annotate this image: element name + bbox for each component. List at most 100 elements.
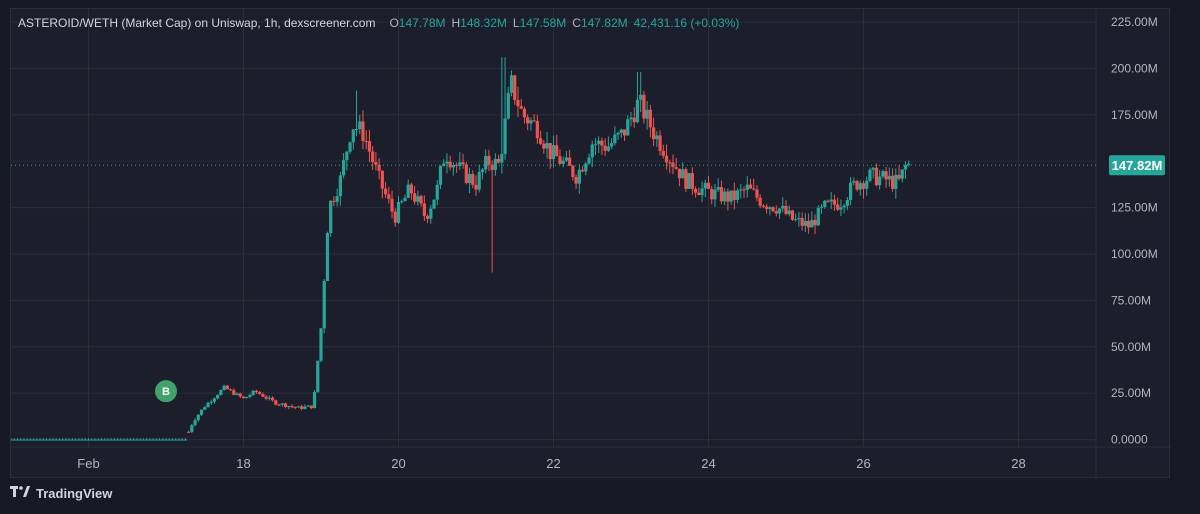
symbol-title: ASTEROID/WETH (Market Cap) on Uniswap, 1… <box>18 16 376 30</box>
candle-down <box>232 390 236 395</box>
candle-down <box>293 406 297 408</box>
candle-up <box>358 121 362 129</box>
chart-legend: ASTEROID/WETH (Market Cap) on Uniswap, 1… <box>18 16 739 30</box>
candle-up <box>325 233 330 282</box>
candle-up <box>199 409 204 415</box>
candle-down <box>413 193 417 202</box>
candle-up <box>25 439 29 441</box>
candle-up <box>115 439 120 441</box>
candle-up <box>338 175 342 197</box>
buy-marker-label: B <box>162 386 170 398</box>
candle-down <box>765 206 769 209</box>
tradingview-logo-icon <box>10 486 30 501</box>
candlestick-chart[interactable]: 225.00M200.00M175.00M150.00M125.00M100.0… <box>11 9 1171 479</box>
candle-down <box>374 162 378 165</box>
candle-up <box>564 157 569 161</box>
y-tick-label: 100.00M <box>1111 247 1158 261</box>
candle-up <box>151 439 155 441</box>
x-tick-label: 26 <box>856 456 870 471</box>
candle-down <box>535 120 539 139</box>
last-price-label: 147.82M <box>1112 158 1163 173</box>
candle-up <box>203 407 207 410</box>
candle-up <box>887 175 891 180</box>
candle-up <box>881 171 885 177</box>
candle-up <box>38 439 42 441</box>
candle-up <box>480 169 485 172</box>
candle-up <box>193 420 197 426</box>
candle-up <box>903 164 908 170</box>
candle-down <box>813 219 817 226</box>
candle-up <box>245 396 249 399</box>
candle-up <box>316 360 320 392</box>
candle-up <box>128 439 133 441</box>
candle-up <box>597 140 601 145</box>
candle-down <box>380 170 384 189</box>
candle-up <box>83 439 87 441</box>
close-value: 147.82M <box>580 16 628 30</box>
candle-down <box>771 207 775 212</box>
candle-up <box>797 218 801 220</box>
candle-down <box>548 143 552 160</box>
chart-frame[interactable]: 225.00M200.00M175.00M150.00M125.00M100.0… <box>10 8 1171 479</box>
candle-up <box>503 118 507 155</box>
candle-down <box>622 129 627 136</box>
candle-up <box>716 187 720 190</box>
candle-down <box>270 397 275 401</box>
candle-up <box>51 439 55 441</box>
candle-down <box>371 151 375 163</box>
candle-up <box>354 128 359 130</box>
open-value: 147.78M <box>398 16 446 30</box>
candle-down <box>309 405 313 409</box>
candle-up <box>858 183 862 190</box>
candle-up <box>103 439 107 441</box>
candle-up <box>639 94 643 100</box>
candle-up <box>590 144 594 158</box>
candle-up <box>164 439 168 441</box>
candle-down <box>300 406 304 409</box>
candle-up <box>167 439 171 441</box>
candle-up <box>342 160 346 176</box>
candle-up <box>458 162 462 166</box>
candle-down <box>290 406 294 408</box>
candle-up <box>70 439 74 441</box>
candle-down <box>648 109 652 128</box>
candle-up <box>467 173 472 183</box>
candle-up <box>587 157 591 164</box>
candle-down <box>448 161 452 168</box>
x-tick-label: 24 <box>701 456 715 471</box>
candle-down <box>693 188 698 193</box>
candle-down <box>668 162 672 164</box>
candle-down <box>516 99 520 107</box>
candle-down <box>538 138 543 144</box>
candle-up <box>506 92 510 119</box>
candle-down <box>758 197 762 206</box>
candle-down <box>274 400 278 405</box>
candle-down <box>674 167 678 169</box>
candle-down <box>884 171 888 180</box>
candle-up <box>329 200 333 234</box>
candle-up <box>735 190 740 200</box>
candle-up <box>96 439 100 441</box>
open-label: O <box>389 16 399 30</box>
candle-down <box>393 211 397 223</box>
candle-down <box>277 404 281 406</box>
candle-down <box>383 188 388 195</box>
candle-down <box>807 220 811 228</box>
candle-up <box>235 393 239 395</box>
candle-up <box>703 182 707 189</box>
candle-up <box>141 439 145 441</box>
candle-up <box>900 169 904 179</box>
tradingview-footer[interactable]: TradingView <box>10 486 112 501</box>
candle-up <box>445 161 449 164</box>
candle-up <box>219 390 223 396</box>
candle-up <box>148 439 152 441</box>
candle-up <box>112 439 116 441</box>
candle-up <box>61 439 65 441</box>
y-tick-label: 50.00M <box>1111 340 1151 354</box>
candle-up <box>99 439 104 441</box>
candle-up <box>251 390 255 395</box>
buy-marker <box>155 380 177 403</box>
candle-up <box>93 439 97 441</box>
y-tick-label: 75.00M <box>1111 293 1151 307</box>
candle-down <box>755 189 759 198</box>
